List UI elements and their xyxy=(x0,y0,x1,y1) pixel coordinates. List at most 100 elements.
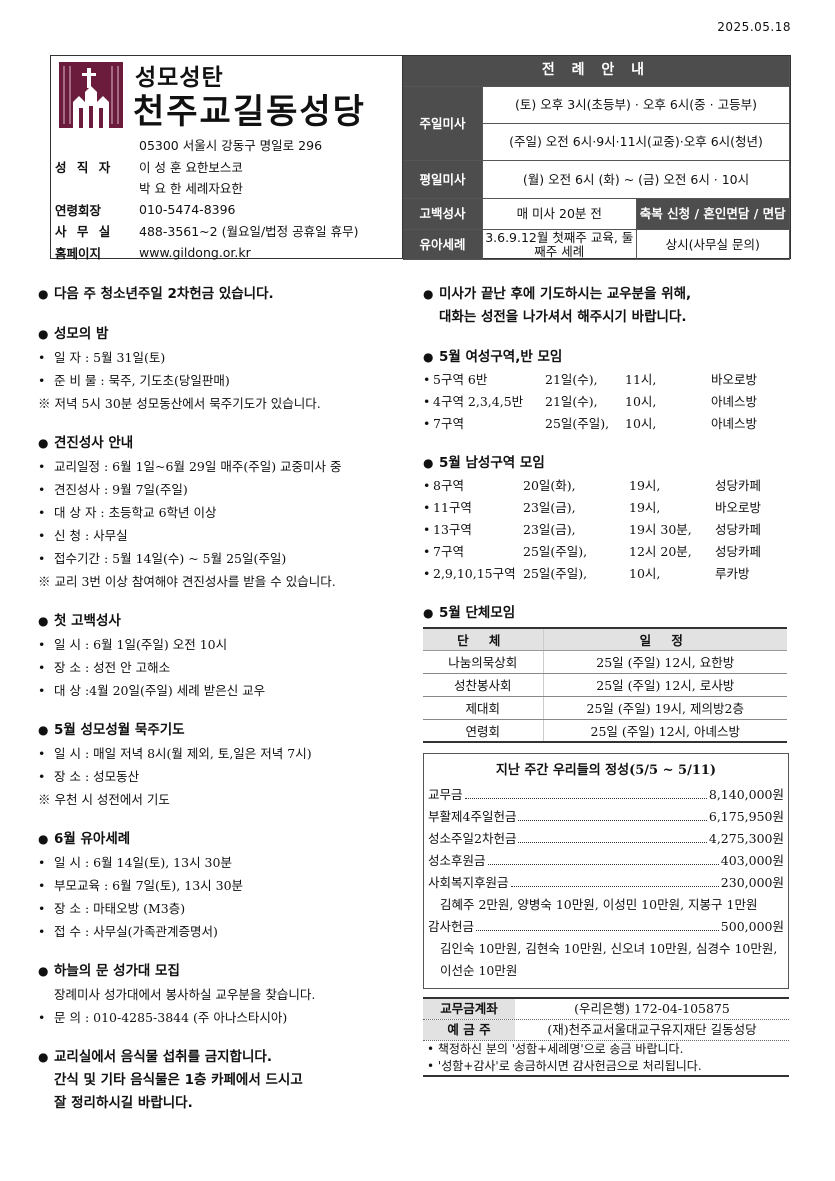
bullet-icon: ● xyxy=(38,614,49,628)
section-heading: ● 다음 주 청소년주일 2차헌금 있습니다. xyxy=(38,283,413,306)
bullet-icon: ● xyxy=(38,287,49,301)
list-item: • 교리일정 : 6월 1일~6월 29일 매주(주일) 교중미사 중 xyxy=(38,455,413,478)
bullet-dot-icon: • xyxy=(423,416,431,431)
dot-leader xyxy=(518,828,707,843)
list-item-text: 일 시 : 6월 1일(주일) 오전 10시 xyxy=(54,637,228,652)
section-men-meetings: ● 5월 남성구역 모임 • 8구역 20일(화), 19시, 성당카페 • 11구역 23일(금… xyxy=(423,452,793,585)
parish-subtitle: 성모성탄 xyxy=(135,65,224,91)
homepage-link[interactable]: www.gildong.or.kr xyxy=(139,244,251,260)
bullet-icon: ● xyxy=(423,287,434,301)
section-note: ※ 우천 시 성전에서 기도 xyxy=(38,792,170,807)
meeting-row: • 7구역 25일(주일), 10시, 아녜스방 xyxy=(423,413,793,435)
bullet-dot-icon: • xyxy=(38,373,46,388)
donor-names: 김인숙 10만원, 김현숙 10만원, 신오녀 10만원, 심경수 10만원, … xyxy=(440,941,778,978)
offering-row: 부활제4주일헌금 6,175,950원 xyxy=(428,806,784,828)
table-row: 성찬봉사회 25일 (주일) 12시, 로사방 xyxy=(423,673,787,697)
meeting-cell: 21일(수), xyxy=(545,372,598,387)
section-title: 하늘의 문 성가대 모집 xyxy=(54,963,180,979)
meeting-cell: 25일(주일), xyxy=(545,416,610,431)
list-item-text: 대 상 :4월 20일(주일) 세례 받은신 교우 xyxy=(54,683,266,698)
section-title: 교리실에서 음식물 섭취를 금지합니다. xyxy=(54,1049,272,1065)
offering-label: 성소주일2차헌금 xyxy=(428,831,517,846)
meeting-cell: 아녜스방 xyxy=(711,416,758,431)
parish-info: 성모성탄 천주교길동성당 05300 서울시 강동구 명일로 296 성 직 자… xyxy=(51,56,403,261)
meeting-cell: 2,9,10,15구역 xyxy=(433,566,516,581)
section-note: ※ 교리 3번 이상 참여해야 견진성사를 받을 수 있습니다. xyxy=(38,574,336,589)
bullet-dot-icon: • xyxy=(38,482,46,497)
section-title: 5월 여성구역,반 모임 xyxy=(439,349,563,365)
bullet-dot-icon: • xyxy=(38,924,46,939)
section-heading: ● 견진성사 안내 xyxy=(38,432,413,455)
meeting-cell: 13구역 xyxy=(433,522,472,537)
bullet-icon: ● xyxy=(38,1050,49,1064)
dot-leader xyxy=(487,850,719,865)
section-note: ※ 저녁 5시 30분 성모동산에서 묵주기도가 있습니다. xyxy=(38,396,321,411)
meeting-cell: 성당카페 xyxy=(715,522,762,537)
info-value: 이 성 훈 요한보스코 xyxy=(139,159,243,175)
list-item: • 장 소 : 마태오방 (M3층) xyxy=(38,897,413,920)
meeting-cell: 10시, xyxy=(625,394,657,409)
column-header: 일 정 xyxy=(543,627,787,651)
bullet-dot-icon: • xyxy=(423,522,431,537)
offering-row: 감사헌금 500,000원 xyxy=(428,916,784,938)
table-cell: 나눔의묵상회 xyxy=(423,650,544,674)
offering-amount: 8,140,000원 xyxy=(708,787,784,802)
account-value: (우리은행) 172-04-105875 xyxy=(574,1001,730,1016)
list-item: • 일 시 : 6월 1일(주일) 오전 10시 xyxy=(38,633,413,656)
section-heading: ● 첫 고백성사 xyxy=(38,610,413,633)
list-item: • 부모교육 : 6월 7일(토), 13시 30분 xyxy=(38,874,413,897)
section-heading: ● 교리실에서 음식물 섭취를 금지합니다. xyxy=(38,1046,413,1069)
section-heading: ● 미사가 끝난 후에 기도하시는 교우분을 위해, xyxy=(423,283,793,306)
offering-label: 성소후원금 xyxy=(428,853,486,868)
bullet-dot-icon: • xyxy=(38,769,46,784)
table-cell: 연령회 xyxy=(423,719,544,743)
offering-amount: 230,000원 xyxy=(720,875,784,890)
list-item: • 문 의 : 010-4285-3844 (주 아나스타시아) xyxy=(38,1006,413,1029)
meeting-cell: 루카방 xyxy=(715,566,750,581)
section-heading: ● 6월 유아세례 xyxy=(38,828,413,851)
meeting-cell: 성당카페 xyxy=(715,544,762,559)
notice-youth-collection: ● 다음 주 청소년주일 2차헌금 있습니다. xyxy=(38,283,413,306)
list-item-text: 장 소 : 성전 안 고해소 xyxy=(54,660,171,675)
list-item-text: 신 청 : 사무실 xyxy=(54,528,128,543)
meeting-cell: 23일(금), xyxy=(523,500,576,515)
list-item-text: 교리일정 : 6월 1일~6월 29일 매주(주일) 교중미사 중 xyxy=(54,459,342,474)
list-item-text: 접수기간 : 5월 14일(수) ~ 5월 25일(주일) xyxy=(54,551,287,566)
list-item-text: 접 수 : 사무실(가족관계증명서) xyxy=(54,924,218,939)
address: 05300 서울시 강동구 명일로 296 xyxy=(139,138,323,154)
bullet-icon: ● xyxy=(423,350,434,364)
table-cell: 25일 (주일) 19시, 제의방2층 xyxy=(543,696,787,720)
meeting-row: • 2,9,10,15구역 25일(주일), 10시, 루카방 xyxy=(423,563,793,585)
meeting-cell: 아녜스방 xyxy=(711,394,758,409)
list-item: • 접 수 : 사무실(가족관계증명서) xyxy=(38,920,413,943)
offering-row: 성소후원금 403,000원 xyxy=(428,850,784,872)
bullet-dot-icon: • xyxy=(423,544,431,559)
meeting-row: • 5구역 6반 21일(수), 11시, 바오로방 xyxy=(423,369,793,391)
account-label: 교무금계좌 xyxy=(423,999,515,1019)
list-item-text: 장 소 : 성모동산 xyxy=(54,769,140,784)
bullet-dot-icon: • xyxy=(423,566,431,581)
bullet-dot-icon: • xyxy=(38,901,46,916)
list-item: • 일 자 : 5월 31일(토) xyxy=(38,346,413,369)
meeting-row: • 4구역 2,3,4,5반 21일(수), 10시, 아녜스방 xyxy=(423,391,793,413)
bullet-dot-icon: • xyxy=(38,551,46,566)
account-value: (재)천주교서울대교구유지재단 길동성당 xyxy=(547,1022,757,1037)
sunday-sat-times: (토) 오후 3시(초등부) · 오후 6시(중 · 고등부) xyxy=(483,87,790,124)
bullet-dot-icon: • xyxy=(38,459,46,474)
bullet-dot-icon: • xyxy=(423,500,431,515)
offering-row: 사회복지후원금 230,000원 xyxy=(428,872,784,894)
account-row: 예 금 주 (재)천주교서울대교구유지재단 길동성당 xyxy=(423,1020,789,1041)
list-item-text: 일 자 : 5월 31일(토) xyxy=(54,350,166,365)
list-item: • 대 상 자 : 초등학교 6학년 이상 xyxy=(38,501,413,524)
list-item: • 일 시 : 6월 14일(토), 13시 30분 xyxy=(38,851,413,874)
meeting-row: • 13구역 23일(금), 19시 30분, 성당카페 xyxy=(423,519,793,541)
section-heading: ● 5월 성모성월 묵주기도 xyxy=(38,719,413,742)
notice-text: 대화는 성전을 나가셔서 해주시기 바랍니다. xyxy=(439,309,687,325)
section-title: 성모의 밤 xyxy=(54,326,109,342)
offering-box: 지난 주간 우리들의 정성(5/5 ~ 5/11) 교무금 8,140,000원 부활… xyxy=(423,753,789,989)
meeting-row: • 8구역 20일(화), 19시, 성당카페 xyxy=(423,475,793,497)
list-item-text: 장 소 : 마태오방 (M3층) xyxy=(54,901,186,916)
offering-label: 부활제4주일헌금 xyxy=(428,809,517,824)
